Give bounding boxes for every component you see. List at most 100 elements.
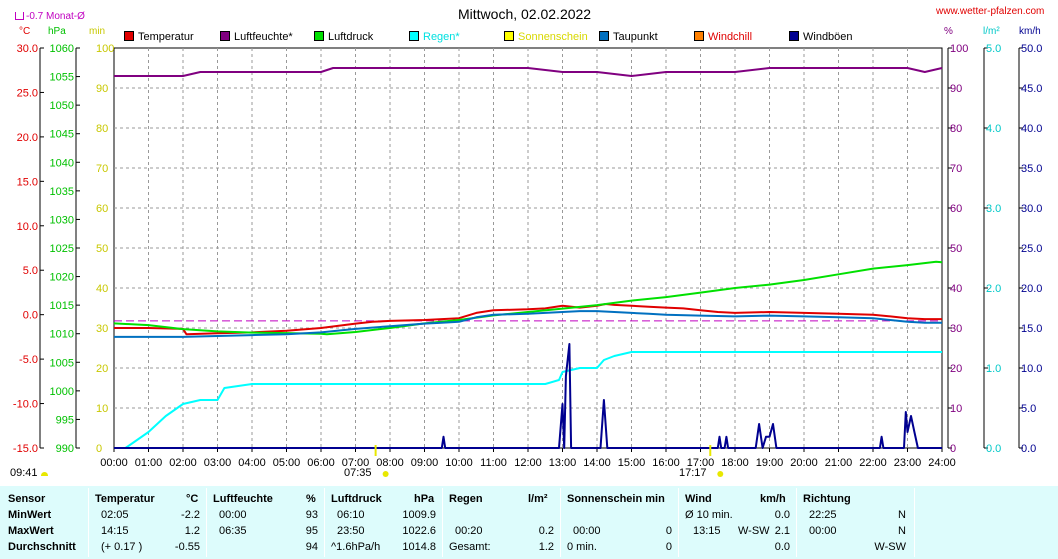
humidity_pct-tick-label: 40 — [950, 283, 962, 295]
x-tick-label: 06:00 — [307, 457, 335, 469]
wind_kmh-tick-label: 30.0 — [1021, 203, 1042, 215]
pressure_hpa-tick-label: 1015 — [50, 300, 74, 312]
left-axes: 30.0 25.0 20.0 15.0 10.0 5.0 0.0 -5.0 -10.0 -15.0… — [13, 43, 114, 455]
pressure_hpa-tick-label: 1055 — [50, 72, 74, 84]
sunshine_min-tick-label: 50 — [96, 243, 108, 255]
humidity_pct-tick-label: 90 — [950, 83, 962, 95]
x-tick-label: 10:00 — [445, 457, 473, 469]
sunshine_min-tick-label: 0 — [96, 443, 102, 455]
sunshine_min-tick-label: 60 — [96, 203, 108, 215]
sun-icon — [40, 472, 48, 476]
x-tick-label: 22:00 — [859, 457, 887, 469]
max-sun-time: 00:00 — [573, 525, 601, 537]
legend-temperatur: Temperatur — [124, 31, 194, 43]
max-wind-value: 2.1 — [774, 525, 790, 537]
max-temp-value: 1.2 — [184, 525, 200, 537]
chart-grid — [113, 47, 943, 449]
max-rain-time: 00:20 — [455, 525, 483, 537]
right-axes: 10090807060504030201005.04.03.02.01.00.0… — [947, 43, 1042, 455]
max-press-value: 1022.6 — [402, 525, 436, 537]
x-tick-label: 24:00 — [928, 457, 956, 469]
col-luftfeuchte: Luftfeuchte — [213, 493, 273, 505]
unit-percent: % — [944, 26, 953, 37]
x-axis: 00:00 01:00 02:00 03:00 04:00 05:00 06:00 07:00… — [100, 448, 956, 469]
avg-rain-value: 1.2 — [538, 541, 554, 553]
legend-swatch — [124, 31, 134, 41]
x-tick-label: 15:00 — [618, 457, 646, 469]
site-link[interactable]: www.wetter-pfalzen.com — [936, 6, 1045, 17]
avg-press-trend: ^1.6hPa/h — [331, 541, 381, 553]
x-tick-label: 12:00 — [514, 457, 542, 469]
wind_kmh-tick-label: 10.0 — [1021, 363, 1042, 375]
series-regen — [114, 351, 942, 449]
x-tick-label: 16:00 — [652, 457, 680, 469]
unit-min: min — [89, 26, 106, 37]
avg-dir-value: W-SW — [874, 541, 906, 553]
legend-label: Taupunkt — [613, 31, 658, 43]
x-tick-label: 21:00 — [825, 457, 853, 469]
legend-taupunkt: Taupunkt — [599, 31, 658, 43]
legend-label: Regen* — [423, 31, 460, 43]
rain_lm2-tick-label: 2.0 — [986, 283, 1001, 295]
col-regen: Regen — [449, 493, 483, 505]
rain_lm2-tick-label: 3.0 — [986, 203, 1001, 215]
legend-swatch — [694, 31, 704, 41]
legend-label: Windböen — [803, 31, 853, 43]
humidity_pct-tick-label: 70 — [950, 163, 962, 175]
temperature_c-tick-label: 20.0 — [17, 132, 38, 144]
x-tick-label: 03:00 — [204, 457, 232, 469]
wind_kmh-tick-label: 25.0 — [1021, 243, 1042, 255]
max-hum-time: 06:35 — [219, 525, 247, 537]
legend-swatch — [314, 31, 324, 41]
col-luftdruck-unit: hPa — [414, 493, 435, 505]
col-wind-unit: km/h — [760, 493, 786, 505]
chart-title: Mittwoch, 02.02.2022 — [458, 6, 592, 22]
pressure_hpa-tick-label: 1030 — [50, 214, 74, 226]
legend-swatch — [789, 31, 799, 41]
statistics-table: Sensor Temperatur °C Luftfeuchte % Luftd… — [0, 486, 1058, 559]
legend-label: Luftfeuchte* — [234, 31, 293, 43]
unit-hpa: hPa — [48, 26, 66, 37]
sun-icon — [382, 471, 389, 477]
temperature_c-tick-label: -10.0 — [13, 399, 38, 411]
legend-luftfeuchte: Luftfeuchte* — [220, 31, 293, 43]
x-tick-label: 04:00 — [238, 457, 266, 469]
sunshine_min-tick-label: 90 — [96, 83, 108, 95]
avg-wind-value: 0.0 — [774, 541, 790, 553]
series-luftdruck — [113, 260, 943, 336]
sunshine_min-tick-label: 70 — [96, 163, 108, 175]
x-tick-label: 07:00 — [342, 457, 370, 469]
pressure_hpa-tick-label: 1020 — [50, 272, 74, 284]
max-sun-value: 0 — [665, 525, 672, 537]
legend-swatch — [220, 31, 230, 41]
pressure_hpa-tick-label: 1010 — [50, 329, 74, 341]
sun-icon — [717, 471, 724, 477]
col-wind: Wind — [685, 493, 712, 505]
avg-rain-label: Gesamt: — [449, 541, 491, 553]
row-label-max: MaxWert — [8, 525, 54, 537]
x-tick-label: 20:00 — [790, 457, 818, 469]
legend-swatch — [504, 31, 514, 41]
sunshine_min-tick-label: 80 — [96, 123, 108, 135]
x-tick-label: 05:00 — [273, 457, 301, 469]
x-tick-label: 13:00 — [549, 457, 577, 469]
pressure_hpa-tick-label: 1040 — [50, 157, 74, 169]
wind_kmh-tick-label: 5.0 — [1021, 403, 1036, 415]
x-tick-label: 17:00 — [687, 457, 715, 469]
temperature_c-tick-label: 15.0 — [17, 176, 38, 188]
min-press-time: 06:10 — [337, 509, 365, 521]
humidity_pct-tick-label: 0 — [950, 443, 956, 455]
legend-label: Windchill — [708, 31, 753, 43]
x-tick-label: 00:00 — [100, 457, 128, 469]
temperature_c-tick-label: 30.0 — [17, 43, 38, 55]
x-tick-label: 08:00 — [376, 457, 404, 469]
sunshine-duration-value: 09:41 — [10, 467, 38, 479]
temperature_c-tick-label: 10.0 — [17, 221, 38, 233]
pressure_hpa-tick-label: 1045 — [50, 129, 74, 141]
chart-series — [113, 67, 943, 449]
x-tick-label: 14:00 — [583, 457, 611, 469]
wind_kmh-tick-label: 45.0 — [1021, 83, 1042, 95]
pressure_hpa-tick-label: 1050 — [50, 100, 74, 112]
x-tick-label: 23:00 — [894, 457, 922, 469]
col-temperatur: Temperatur — [95, 493, 155, 505]
